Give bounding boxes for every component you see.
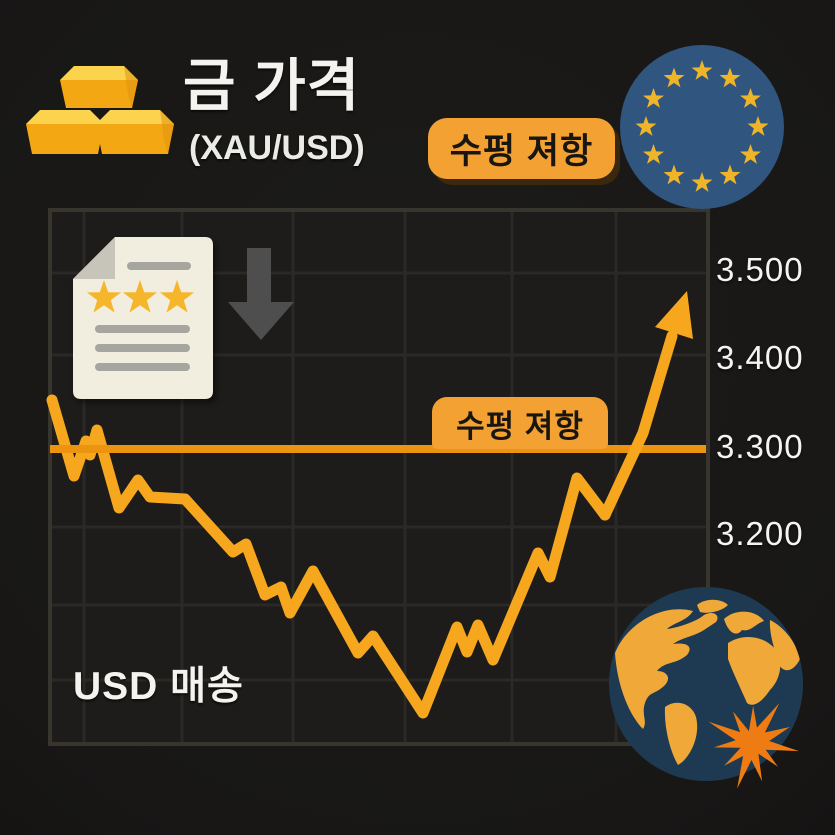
breakout-up-arrow [599, 291, 693, 521]
document-fold-corner [73, 237, 115, 279]
starburst-icon [708, 703, 799, 789]
up-arrow-shaft [599, 330, 678, 521]
gold-ingot-right [96, 110, 174, 154]
resistance-badge-chart: 수펑 져항 [432, 397, 608, 449]
resistance-badge-top: 수펑 져항 [428, 118, 615, 179]
globe-continents [615, 599, 800, 765]
eu-flag-circle [620, 45, 784, 209]
y-axis-label-3400: 3.400 [716, 339, 804, 376]
document-title-line [127, 262, 191, 270]
gold-ingot-top [60, 66, 138, 108]
document-text-line [95, 363, 190, 371]
eu-flag-icon [620, 45, 784, 209]
resistance-badge-chart-label: 수펑 져항 [456, 408, 584, 444]
gold-bars-icon [26, 66, 174, 154]
document-stars [86, 280, 195, 313]
usd-annotation: USD 매송 [73, 665, 244, 708]
document-text-line [95, 344, 190, 352]
down-arrow-icon [228, 248, 294, 340]
gold-ingot-left [26, 110, 104, 154]
y-axis-label-3500: 3.500 [716, 251, 804, 288]
chart-frame-border [48, 208, 710, 746]
resistance-badge-top-label: 수펑 져항 [449, 132, 594, 171]
document-icon [73, 237, 213, 399]
page-title: 금 가격 [183, 54, 361, 118]
y-axis-label-3200: 3.200 [716, 515, 804, 552]
up-arrow-head [655, 291, 693, 339]
price-line-series [46, 394, 611, 719]
eu-flag-stars [635, 60, 769, 192]
globe-icon [609, 587, 803, 789]
document-text-line [95, 325, 190, 333]
y-axis-label-3300: 3.300 [716, 428, 804, 465]
page-subtitle: (XAU/USD) [189, 129, 365, 167]
